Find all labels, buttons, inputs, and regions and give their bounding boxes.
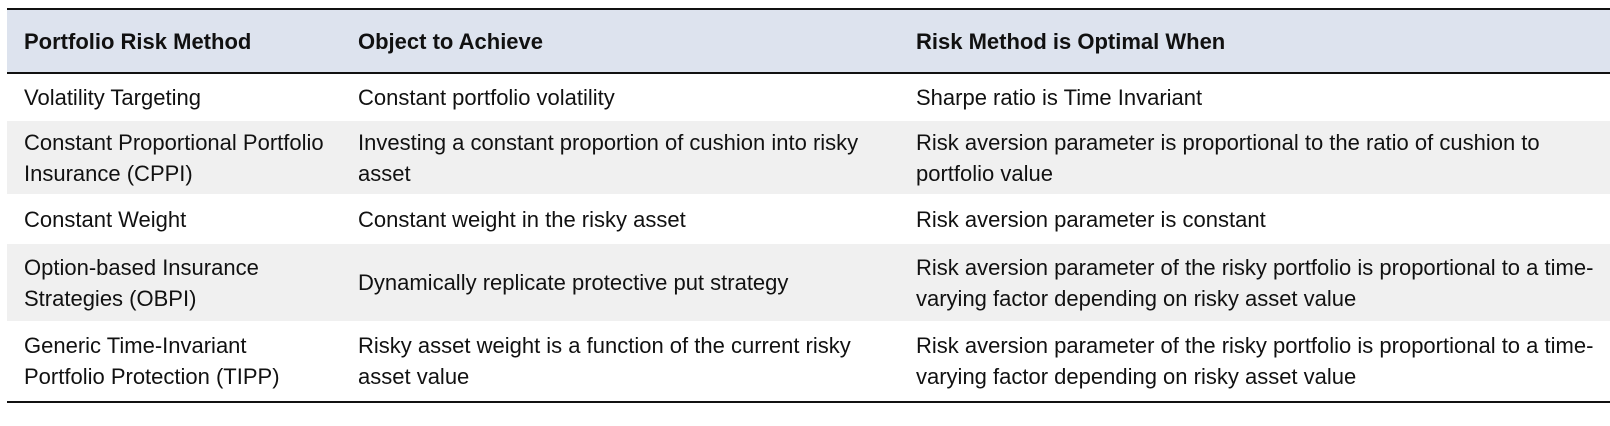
- table-row: Constant Weight Constant weight in the r…: [7, 194, 1610, 244]
- header-portfolio-risk-method: Portfolio Risk Method: [24, 28, 252, 54]
- objective-cell: Dynamically replicate protective put str…: [358, 270, 789, 295]
- method-cell: Option-based Insurance Strategies (OBPI): [24, 254, 259, 311]
- method-cell: Generic Time-Invariant Portfolio Protect…: [24, 333, 280, 389]
- objective-cell: Constant weight in the risky asset: [358, 206, 686, 232]
- optimal-when-cell: Risk aversion parameter of the risky por…: [916, 254, 1594, 311]
- objective-cell: Constant portfolio volatility: [358, 85, 615, 110]
- table-row: Volatility Targeting Constant portfolio …: [7, 73, 1610, 121]
- header-row: Portfolio Risk Method Object to Achieve …: [7, 9, 1610, 73]
- objective-cell: Risky asset weight is a function of the …: [358, 333, 851, 389]
- table-row: Constant Proportional Portfolio Insuranc…: [7, 121, 1610, 194]
- table-row: Option-based Insurance Strategies (OBPI)…: [7, 244, 1610, 321]
- header-optimal-when: Risk Method is Optimal When: [916, 28, 1226, 54]
- header-object-to-achieve: Object to Achieve: [358, 28, 544, 54]
- optimal-when-cell: Risk aversion parameter is constant: [916, 206, 1266, 232]
- risk-methods-table: Portfolio Risk Method Object to Achieve …: [7, 8, 1610, 403]
- optimal-when-cell: Risk aversion parameter is proportional …: [916, 129, 1540, 186]
- method-cell: Volatility Targeting: [24, 85, 201, 110]
- table-body: Volatility Targeting Constant portfolio …: [7, 73, 1610, 402]
- method-cell: Constant Weight: [24, 206, 187, 232]
- table-header: Portfolio Risk Method Object to Achieve …: [7, 9, 1610, 73]
- optimal-when-cell: Risk aversion parameter of the risky por…: [916, 333, 1594, 389]
- risk-methods-table-container: Portfolio Risk Method Object to Achieve …: [7, 8, 1610, 403]
- objective-cell: Investing a constant proportion of cushi…: [358, 129, 859, 186]
- method-cell: Constant Proportional Portfolio Insuranc…: [24, 129, 324, 186]
- table-row: Generic Time-Invariant Portfolio Protect…: [7, 321, 1610, 402]
- optimal-when-cell: Sharpe ratio is Time Invariant: [916, 85, 1203, 110]
